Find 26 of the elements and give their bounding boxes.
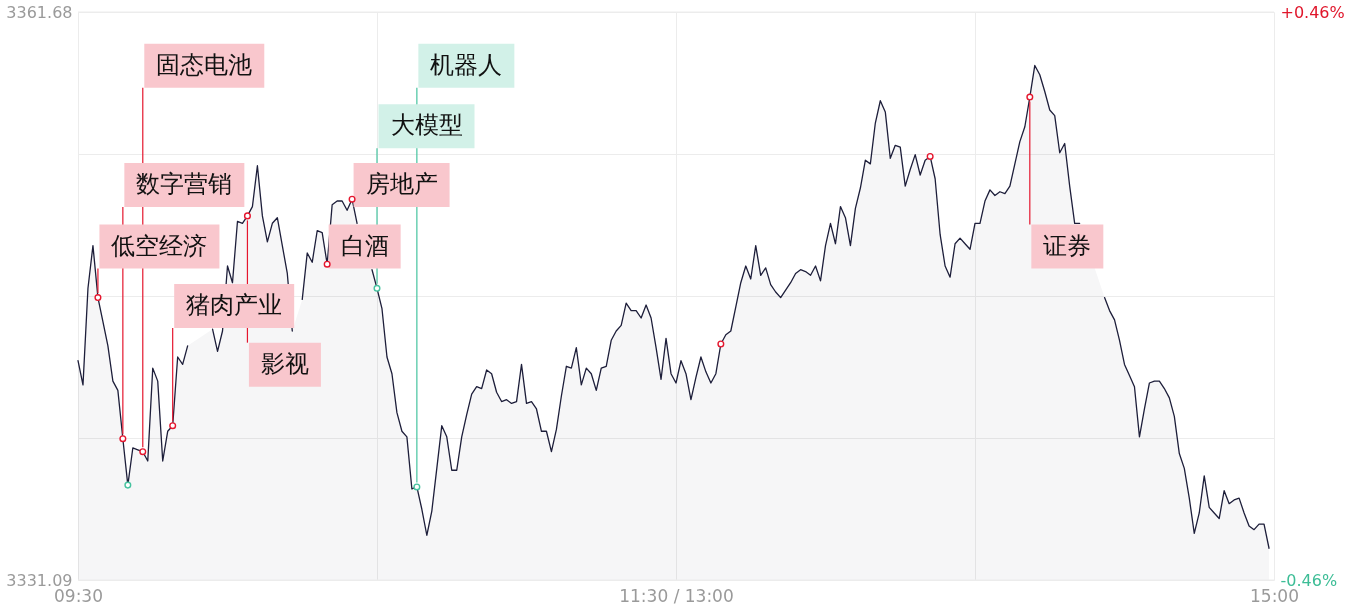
- point: [169, 422, 177, 430]
- point: [124, 481, 132, 489]
- data-label: 低空经济: [111, 231, 208, 260]
- point: [413, 483, 421, 491]
- data-label: 固态电池: [156, 50, 253, 79]
- point: [926, 152, 934, 160]
- point: [139, 448, 147, 456]
- point: [94, 294, 102, 302]
- data-label: 房地产: [365, 169, 438, 198]
- y2-tick-label: +0.46%: [1280, 2, 1345, 22]
- data-label: 数字营销: [136, 169, 233, 198]
- data-label: 大模型: [390, 111, 463, 140]
- point: [119, 435, 127, 443]
- data-label: 猪肉产业: [186, 291, 283, 320]
- data-label: 影视: [260, 349, 309, 378]
- point: [373, 284, 381, 292]
- data-label: 机器人: [430, 50, 503, 79]
- point: [717, 340, 725, 348]
- data-label: 白酒: [340, 231, 389, 260]
- point: [243, 212, 251, 220]
- point: [1026, 93, 1034, 101]
- point: [323, 260, 331, 268]
- data-label: 证券: [1043, 231, 1092, 260]
- point: [348, 195, 356, 203]
- x-tick-label: 11:30 / 13:00: [619, 585, 734, 606]
- y-tick-label: 3361.68: [6, 2, 73, 22]
